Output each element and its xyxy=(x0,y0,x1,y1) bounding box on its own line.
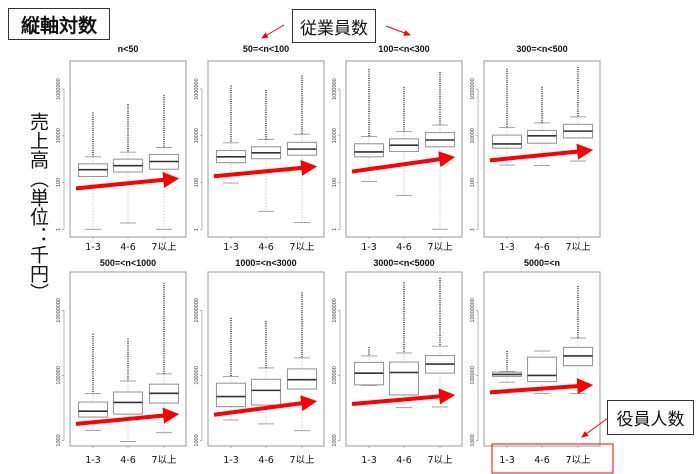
y-tick-label: 1000000 xyxy=(194,78,200,99)
boxplot-panel: 3000=<n<5000 1000 100000 10000000 1-3 4-6 7以上 xyxy=(332,258,463,466)
y-tick-label: 1 xyxy=(470,228,476,231)
boxplot-panel: n<50 1 100 10000 1000000 1-3 4-6 7以上 xyxy=(56,44,187,253)
trend-arrow xyxy=(213,159,318,179)
y-tick-label: 1000 xyxy=(194,434,200,446)
trend-arrow xyxy=(75,407,180,426)
y-tick-label: 1 xyxy=(332,228,338,231)
y-tick-label: 10000000 xyxy=(194,298,200,322)
boxplot-panel: 100=<n<300 1 100 10000 1000000 1-3 4-6 7以上 xyxy=(332,44,463,253)
y-tick-label: 100000 xyxy=(332,366,338,384)
y-tick-label: 10000 xyxy=(332,128,338,143)
trend-arrow xyxy=(213,395,318,417)
trend-arrow xyxy=(489,143,594,163)
x-tick-label: 4-6 xyxy=(396,242,412,253)
iqr-box xyxy=(215,382,247,408)
y-axis-label: 売上高（単位：千円） xyxy=(27,112,49,302)
panel-title: n<50 xyxy=(118,44,139,54)
x-tick-label: 1-3 xyxy=(85,455,101,466)
x-tick-label: 7以上 xyxy=(289,455,315,466)
iqr-box xyxy=(353,143,385,158)
boxplot-panel: 500=<n<1000 1000 100000 10000000 1-3 4-6 7以上 xyxy=(56,258,187,466)
x-tick-label: 4-6 xyxy=(258,455,274,466)
officers-label: 役員人数 xyxy=(607,400,694,435)
panel-title: 500=<n<1000 xyxy=(100,258,156,268)
x-tick-label: 4-6 xyxy=(534,242,550,253)
x-tick-label: 1-3 xyxy=(361,242,377,253)
employees-pointer-right xyxy=(385,25,411,36)
x-tick-label: 4-6 xyxy=(258,242,274,253)
y-tick-label: 1000 xyxy=(56,434,62,446)
y-tick-label: 1 xyxy=(56,228,62,231)
trend-arrow xyxy=(351,151,456,174)
x-tick-label: 4-6 xyxy=(120,455,136,466)
y-tick-label: 100 xyxy=(332,178,338,187)
y-tick-label: 1000000 xyxy=(470,78,476,99)
y-tick-label: 1000 xyxy=(470,434,476,446)
y-tick-label: 100 xyxy=(470,178,476,187)
panel-title: 1000=<n<3000 xyxy=(235,258,296,268)
trend-arrow xyxy=(351,388,456,407)
officers-highlight-box xyxy=(491,443,614,474)
y-tick-label: 10000 xyxy=(56,128,62,143)
x-tick-label: 1-3 xyxy=(223,242,239,253)
y-tick-label: 1 xyxy=(194,228,200,231)
log-scale-note: 縦軸対数 xyxy=(8,8,110,40)
x-tick-label: 4-6 xyxy=(120,242,136,253)
y-tick-label: 100000 xyxy=(470,366,476,384)
x-tick-label: 7以上 xyxy=(427,242,453,253)
boxplot-panel: 300=<n<500 1 100 10000 1000000 1-3 4-6 7以上 xyxy=(470,44,601,253)
y-tick-label: 100 xyxy=(194,178,200,187)
boxplot-panel: 5000=<n 1000 100000 10000000 1-3 4-6 7以上 xyxy=(470,258,601,466)
y-tick-label: 10000000 xyxy=(332,298,338,322)
x-tick-label: 7以上 xyxy=(565,242,591,253)
panel-title: 50=<n<100 xyxy=(243,44,289,54)
y-tick-label: 100000 xyxy=(56,366,62,384)
x-tick-label: 4-6 xyxy=(396,455,412,466)
employees-pointer-left xyxy=(261,24,285,39)
iqr-box xyxy=(250,378,282,406)
x-tick-label: 1-3 xyxy=(223,455,239,466)
iqr-box xyxy=(526,129,558,144)
x-tick-label: 1-3 xyxy=(499,242,515,253)
y-tick-label: 10000 xyxy=(194,128,200,143)
trend-arrow xyxy=(489,378,594,395)
y-tick-label: 1000 xyxy=(332,434,338,446)
y-tick-label: 100000 xyxy=(194,366,200,384)
boxplot-panel: 1000=<n<3000 1000 100000 10000000 1-3 4-6 7以上 xyxy=(194,258,325,466)
employees-label: 従業員数 xyxy=(292,9,376,43)
panel-title: 100=<n<300 xyxy=(378,44,429,54)
x-tick-label: 7以上 xyxy=(427,455,453,466)
panel-title: 5000=<n xyxy=(524,258,560,268)
x-tick-label: 7以上 xyxy=(151,242,177,253)
y-tick-label: 1000000 xyxy=(56,78,62,99)
x-tick-label: 4-6 xyxy=(534,455,550,466)
x-tick-label: 7以上 xyxy=(565,455,591,466)
iqr-box xyxy=(77,401,109,418)
iqr-box xyxy=(526,356,558,383)
trend-arrow xyxy=(75,171,180,191)
x-tick-label: 1-3 xyxy=(361,455,377,466)
y-tick-label: 10000000 xyxy=(470,298,476,322)
x-tick-label: 7以上 xyxy=(151,455,177,466)
y-tick-label: 1000000 xyxy=(332,78,338,99)
officers-pointer xyxy=(581,417,609,438)
y-tick-label: 100 xyxy=(56,178,62,187)
panel-title: 300=<n<500 xyxy=(516,44,567,54)
iqr-box xyxy=(388,361,420,396)
x-tick-label: 1-3 xyxy=(85,242,101,253)
panel-title: 3000=<n<5000 xyxy=(373,258,434,268)
x-tick-label: 1-3 xyxy=(499,455,515,466)
iqr-box xyxy=(491,134,523,149)
y-tick-label: 10000000 xyxy=(56,298,62,322)
x-tick-label: 7以上 xyxy=(289,242,315,253)
y-tick-label: 10000 xyxy=(470,128,476,143)
boxplot-panel: 50=<n<100 1 100 10000 1000000 1-3 4-6 7以上 xyxy=(194,44,325,253)
